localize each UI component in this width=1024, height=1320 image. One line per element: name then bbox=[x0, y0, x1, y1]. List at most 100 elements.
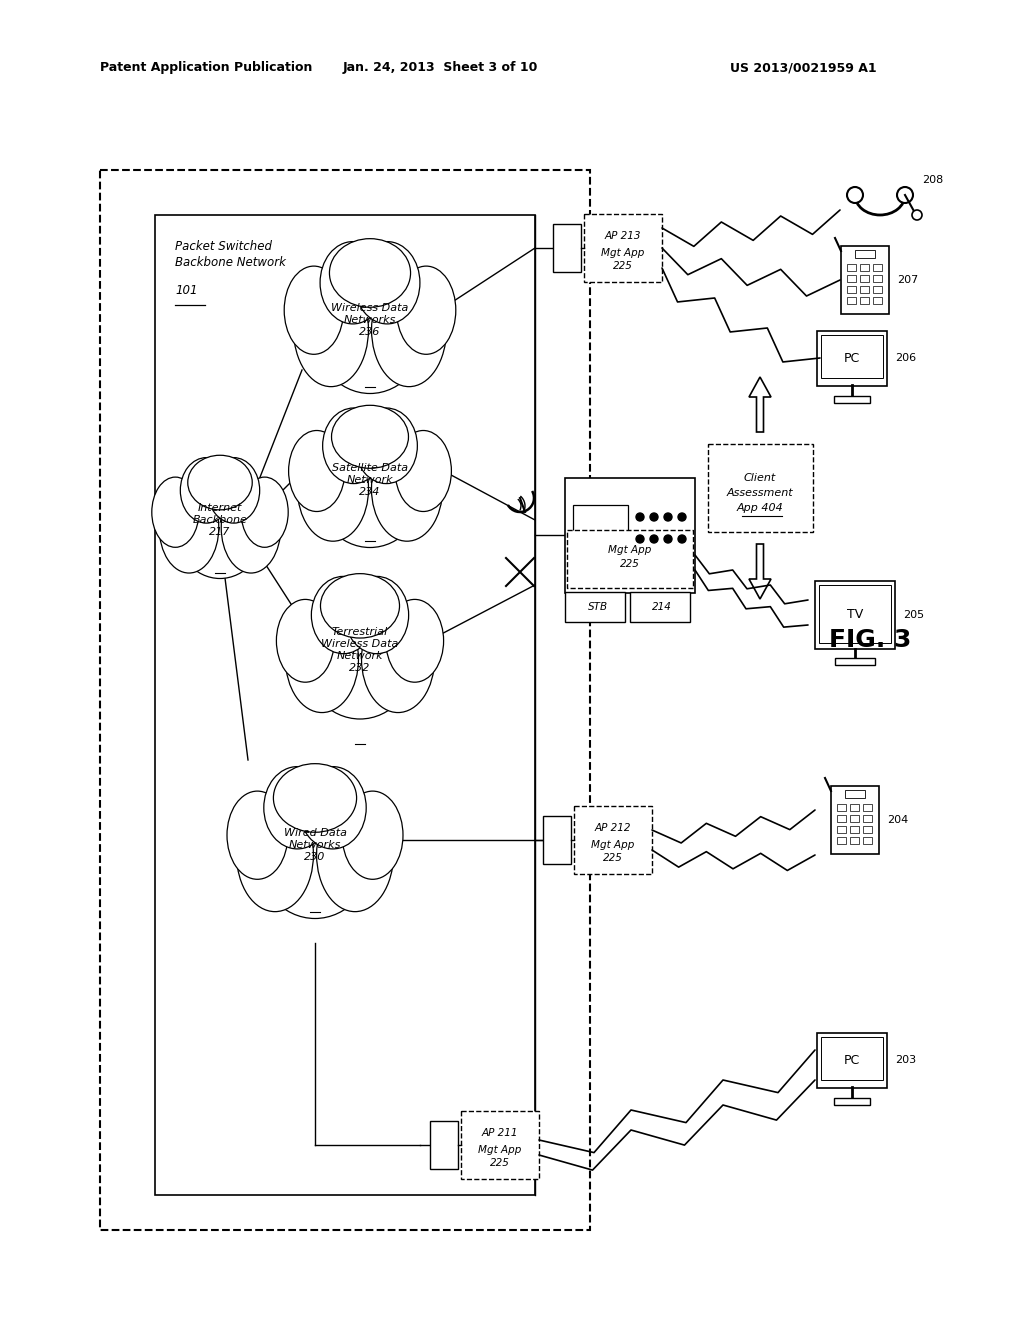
Text: Satellite Data
Network
234: Satellite Data Network 234 bbox=[332, 463, 408, 498]
Bar bbox=[860, 275, 869, 282]
Text: Mgt App: Mgt App bbox=[601, 248, 645, 257]
Bar bbox=[461, 1111, 539, 1179]
Ellipse shape bbox=[332, 405, 409, 469]
Bar bbox=[834, 1098, 870, 1105]
Text: Assessment: Assessment bbox=[727, 488, 794, 498]
Ellipse shape bbox=[180, 458, 232, 523]
Bar bbox=[574, 807, 652, 874]
Bar bbox=[860, 297, 869, 304]
Bar bbox=[708, 444, 813, 532]
Bar bbox=[860, 286, 869, 293]
Text: Client: Client bbox=[743, 473, 776, 483]
Ellipse shape bbox=[372, 437, 442, 541]
Bar bbox=[831, 785, 879, 854]
Ellipse shape bbox=[345, 577, 409, 653]
Bar bbox=[850, 804, 859, 810]
FancyArrow shape bbox=[749, 378, 771, 432]
Circle shape bbox=[912, 210, 922, 220]
Bar bbox=[850, 814, 859, 822]
Bar bbox=[837, 814, 846, 822]
Ellipse shape bbox=[187, 455, 252, 510]
Bar bbox=[863, 814, 872, 822]
Bar bbox=[565, 478, 695, 593]
Bar bbox=[873, 297, 882, 304]
Circle shape bbox=[678, 535, 686, 543]
Text: Mgt App: Mgt App bbox=[478, 1144, 521, 1155]
Text: FIG. 3: FIG. 3 bbox=[828, 628, 911, 652]
Ellipse shape bbox=[354, 242, 420, 323]
Bar bbox=[834, 396, 870, 403]
Ellipse shape bbox=[173, 470, 266, 578]
Ellipse shape bbox=[321, 242, 386, 323]
Bar bbox=[584, 214, 662, 282]
Text: Jan. 24, 2013  Sheet 3 of 10: Jan. 24, 2013 Sheet 3 of 10 bbox=[342, 62, 538, 74]
Bar bbox=[850, 837, 859, 843]
Bar bbox=[841, 246, 889, 314]
Text: 206: 206 bbox=[895, 352, 916, 363]
Text: 225: 225 bbox=[621, 558, 640, 569]
Ellipse shape bbox=[237, 799, 313, 912]
Bar bbox=[860, 264, 869, 271]
Ellipse shape bbox=[314, 421, 426, 548]
Text: Mgt App: Mgt App bbox=[608, 545, 651, 554]
Bar bbox=[553, 224, 581, 272]
Ellipse shape bbox=[386, 599, 443, 682]
Text: 225: 225 bbox=[603, 853, 623, 863]
Ellipse shape bbox=[285, 267, 343, 354]
Text: 225: 225 bbox=[613, 261, 633, 271]
Bar bbox=[873, 275, 882, 282]
Text: 203: 203 bbox=[895, 1055, 916, 1065]
Bar bbox=[573, 506, 628, 576]
Text: Mgt App: Mgt App bbox=[591, 840, 635, 850]
Ellipse shape bbox=[311, 577, 375, 653]
Ellipse shape bbox=[298, 437, 369, 541]
Bar bbox=[837, 826, 846, 833]
Ellipse shape bbox=[160, 483, 219, 573]
Ellipse shape bbox=[311, 256, 428, 393]
Circle shape bbox=[664, 535, 672, 543]
Ellipse shape bbox=[294, 273, 369, 387]
Ellipse shape bbox=[264, 767, 331, 849]
Bar bbox=[630, 591, 690, 622]
Circle shape bbox=[650, 513, 658, 521]
Text: 214: 214 bbox=[652, 602, 672, 612]
Bar bbox=[543, 816, 571, 865]
Ellipse shape bbox=[342, 791, 403, 879]
Bar bbox=[847, 275, 856, 282]
Bar bbox=[815, 581, 895, 649]
Text: Packet Switched
Backbone Network: Packet Switched Backbone Network bbox=[175, 240, 286, 269]
Text: Wired Data
Networks
230: Wired Data Networks 230 bbox=[284, 828, 346, 862]
Text: STB: STB bbox=[588, 602, 608, 612]
Circle shape bbox=[650, 535, 658, 543]
Text: AP 213: AP 213 bbox=[605, 231, 641, 242]
Text: 225: 225 bbox=[490, 1158, 510, 1168]
Bar bbox=[819, 585, 891, 643]
Ellipse shape bbox=[227, 791, 288, 879]
Ellipse shape bbox=[255, 781, 375, 919]
Ellipse shape bbox=[276, 599, 334, 682]
Ellipse shape bbox=[355, 408, 418, 483]
Text: Patent Application Publication: Patent Application Publication bbox=[100, 62, 312, 74]
Bar bbox=[821, 1038, 883, 1080]
Bar bbox=[863, 804, 872, 810]
Text: 207: 207 bbox=[897, 275, 919, 285]
Ellipse shape bbox=[372, 273, 446, 387]
FancyArrow shape bbox=[749, 544, 771, 599]
Text: PC: PC bbox=[844, 1053, 860, 1067]
Ellipse shape bbox=[323, 408, 385, 483]
Ellipse shape bbox=[273, 764, 356, 833]
Bar bbox=[100, 170, 590, 1230]
Ellipse shape bbox=[395, 430, 452, 511]
Circle shape bbox=[678, 513, 686, 521]
Bar bbox=[430, 1121, 458, 1170]
Text: AP 211: AP 211 bbox=[481, 1129, 518, 1138]
Bar bbox=[817, 331, 887, 385]
Text: Internet
Backbone
217: Internet Backbone 217 bbox=[193, 503, 248, 537]
Bar bbox=[850, 826, 859, 833]
Text: Terrestrial
Wireless Data
Network
232: Terrestrial Wireless Data Network 232 bbox=[322, 627, 398, 673]
Bar bbox=[567, 531, 693, 587]
Text: 204: 204 bbox=[887, 814, 908, 825]
Ellipse shape bbox=[152, 477, 199, 548]
Text: AP 212: AP 212 bbox=[595, 822, 631, 833]
Bar bbox=[863, 837, 872, 843]
